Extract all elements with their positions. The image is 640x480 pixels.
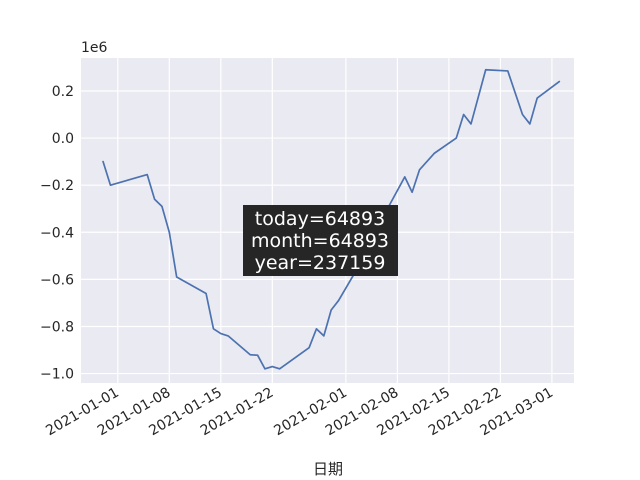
- annotation-box: [243, 205, 398, 276]
- y-tick-label: −0.4: [40, 225, 74, 241]
- series-line: [102, 68, 561, 370]
- y-tick-label: −0.6: [40, 272, 74, 288]
- y-tick-label: −1.0: [40, 367, 74, 383]
- y-tick-label: 0.2: [52, 84, 74, 100]
- y-tick-label: 0.0: [52, 131, 74, 147]
- series-layer: [102, 68, 561, 370]
- hover-annotation: today=64893 month=64893 year=237159: [243, 205, 398, 276]
- x-axis-label: 日期: [313, 460, 343, 478]
- y-tick-label: −0.8: [40, 319, 74, 335]
- annotation-line-month: month=64893: [251, 230, 389, 252]
- y-offset-label: 1e6: [81, 40, 108, 56]
- y-tick-labels: 0.2 0.0 −0.2 −0.4 −0.6 −0.8 −1.0: [40, 84, 74, 383]
- y-tick-label: −0.2: [40, 178, 74, 194]
- annotation-line-year: year=237159: [255, 252, 386, 274]
- annotation-line-today: today=64893: [255, 208, 385, 230]
- x-tick-labels: 2021-01-012021-01-082021-01-152021-01-22…: [43, 385, 556, 440]
